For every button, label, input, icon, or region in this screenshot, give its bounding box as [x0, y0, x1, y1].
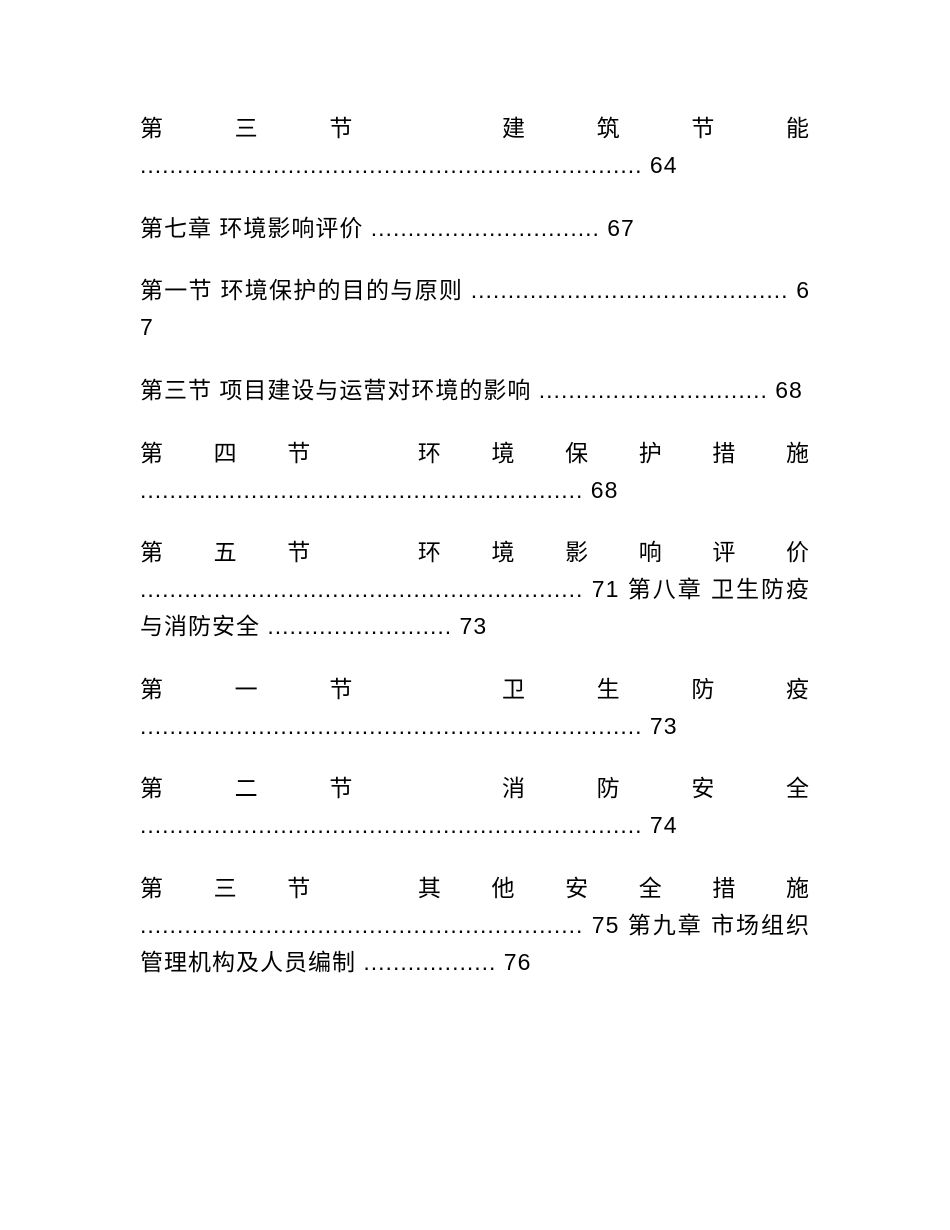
toc-entry: 第三节 建筑节能 ...............................…	[140, 110, 810, 184]
toc-entry: 第二节 消防安全 ...............................…	[140, 770, 810, 844]
toc-entry: 第一节 环境保护的目的与原则 .........................…	[140, 272, 810, 346]
table-of-contents: 第三节 建筑节能 ...............................…	[140, 110, 810, 980]
toc-entry: 第一节 卫生防疫 ...............................…	[140, 671, 810, 745]
toc-entry: 第五节 环境影响评价 .............................…	[140, 534, 810, 644]
toc-entry: 第四节 环境保护措施 .............................…	[140, 435, 810, 509]
toc-entry: 第七章 环境影响评价 .............................…	[140, 210, 810, 247]
toc-entry: 第三节 其他安全措施 .............................…	[140, 870, 810, 980]
toc-entry: 第三节 项目建设与运营对环境的影响 ......................…	[140, 372, 810, 409]
